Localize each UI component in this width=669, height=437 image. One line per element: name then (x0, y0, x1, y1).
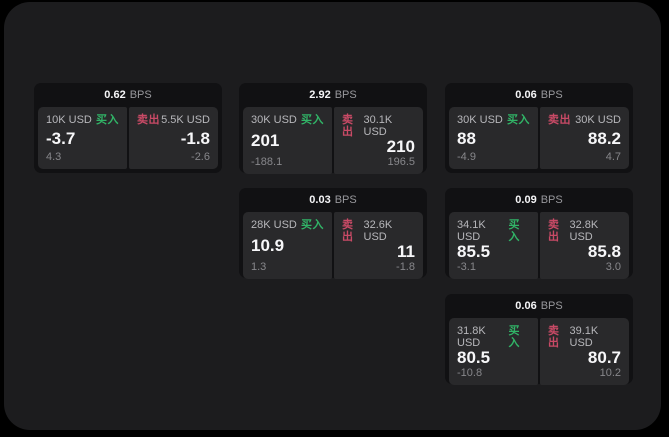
sell-delta: -1.8 (396, 261, 415, 273)
bps-unit-label: BPS (540, 89, 563, 101)
quote-card: 0.62 BPS 10K USD 买入 -3.7 4.3 卖出 5.5K USD… (34, 83, 222, 173)
app-surface: 0.62 BPS 10K USD 买入 -3.7 4.3 卖出 5.5K USD… (4, 2, 661, 430)
buy-amount: 30K USD (251, 114, 297, 126)
buy-amount: 31.8K USD (457, 325, 486, 349)
buy-label: 买入 (96, 114, 119, 126)
bps-unit-label: BPS (334, 89, 357, 101)
sell-label: 卖出 (342, 219, 354, 243)
sell-delta: -2.6 (191, 151, 210, 163)
sell-label: 卖出 (137, 114, 160, 126)
bps-spread-value: 0.06 (515, 89, 537, 101)
sell-quote-panel[interactable]: 卖出 30K USD 88.2 4.7 (540, 107, 629, 169)
buy-price: 10.9 (251, 236, 285, 255)
sell-amount: 32.8K USD (569, 219, 599, 243)
buy-delta: -188.1 (251, 156, 283, 168)
bps-spread-header: 0.06 BPS (445, 83, 633, 107)
buy-quote-panel[interactable]: 28K USD 买入 10.9 1.3 (243, 212, 332, 279)
bps-spread-value: 0.62 (104, 89, 126, 101)
quote-card: 0.03 BPS 28K USD 买入 10.9 1.3 卖出 32.6K US… (239, 188, 427, 279)
buy-quote-panel[interactable]: 30K USD 买入 88 -4.9 (449, 107, 538, 169)
bps-unit-label: BPS (334, 194, 357, 206)
buy-amount: 34.1K USD (457, 219, 486, 243)
bps-spread-value: 0.09 (515, 194, 537, 206)
buy-price: 88 (457, 128, 476, 148)
buy-price: 201 (251, 131, 280, 150)
bps-unit-label: BPS (540, 300, 563, 312)
buy-quote-panel[interactable]: 34.1K USD 买入 85.5 -3.1 (449, 212, 538, 279)
buy-delta: -4.9 (457, 151, 476, 163)
bps-spread-header: 0.62 BPS (34, 83, 222, 107)
buy-label: 买入 (507, 114, 530, 126)
buy-delta: -3.1 (457, 261, 476, 273)
bps-spread-header: 0.06 BPS (445, 294, 633, 318)
buy-price: -3.7 (46, 128, 76, 148)
quote-card: 0.09 BPS 34.1K USD 买入 85.5 -3.1 卖出 32.8K… (445, 188, 633, 279)
sell-delta: 3.0 (605, 261, 621, 273)
sell-price: 80.7 (587, 348, 621, 367)
bps-spread-header: 0.09 BPS (445, 188, 633, 212)
quote-card: 0.06 BPS 30K USD 买入 88 -4.9 卖出 30K USD 8… (445, 83, 633, 173)
sell-label: 卖出 (548, 219, 560, 243)
bps-spread-header: 0.03 BPS (239, 188, 427, 212)
sell-delta: 196.5 (387, 156, 415, 168)
sell-price: 88.2 (587, 128, 621, 148)
buy-label: 买入 (508, 219, 520, 243)
bps-spread-value: 0.03 (309, 194, 331, 206)
sell-amount: 30.1K USD (363, 114, 393, 138)
buy-amount: 28K USD (251, 219, 297, 231)
sell-price: 11 (397, 242, 415, 261)
sell-label: 卖出 (342, 114, 354, 138)
buy-price: 80.5 (457, 348, 491, 367)
sell-quote-panel[interactable]: 卖出 39.1K USD 80.7 10.2 (540, 318, 629, 385)
sell-price: -1.8 (180, 128, 210, 148)
buy-label: 买入 (301, 219, 324, 231)
buy-amount: 10K USD (46, 114, 92, 126)
sell-label: 卖出 (548, 114, 571, 126)
sell-price: 85.8 (587, 242, 621, 261)
buy-delta: -10.8 (457, 367, 483, 379)
buy-amount: 30K USD (457, 114, 503, 126)
buy-label: 买入 (301, 114, 324, 126)
quote-card: 0.06 BPS 31.8K USD 买入 80.5 -10.8 卖出 39.1… (445, 294, 633, 385)
quote-card: 2.92 BPS 30K USD 买入 201 -188.1 卖出 30.1K … (239, 83, 427, 174)
sell-amount: 32.6K USD (363, 219, 393, 243)
buy-quote-panel[interactable]: 31.8K USD 买入 80.5 -10.8 (449, 318, 538, 385)
sell-quote-panel[interactable]: 卖出 5.5K USD -1.8 -2.6 (129, 107, 218, 169)
bps-unit-label: BPS (540, 194, 563, 206)
buy-quote-panel[interactable]: 10K USD 买入 -3.7 4.3 (38, 107, 127, 169)
sell-quote-panel[interactable]: 卖出 32.8K USD 85.8 3.0 (540, 212, 629, 279)
buy-delta: 1.3 (251, 261, 267, 273)
buy-label: 买入 (508, 325, 520, 349)
sell-amount: 5.5K USD (161, 114, 210, 126)
bps-spread-value: 0.06 (515, 300, 537, 312)
bps-spread-value: 2.92 (309, 89, 331, 101)
sell-delta: 10.2 (599, 367, 621, 379)
sell-price: 210 (386, 137, 415, 156)
buy-delta: 4.3 (46, 151, 62, 163)
sell-amount: 30K USD (575, 114, 621, 126)
buy-price: 85.5 (457, 242, 491, 261)
bps-spread-header: 2.92 BPS (239, 83, 427, 107)
bps-unit-label: BPS (129, 89, 152, 101)
buy-quote-panel[interactable]: 30K USD 买入 201 -188.1 (243, 107, 332, 174)
sell-quote-panel[interactable]: 卖出 30.1K USD 210 196.5 (334, 107, 423, 174)
sell-amount: 39.1K USD (569, 325, 599, 349)
sell-quote-panel[interactable]: 卖出 32.6K USD 11 -1.8 (334, 212, 423, 279)
sell-delta: 4.7 (605, 151, 621, 163)
sell-label: 卖出 (548, 325, 560, 349)
